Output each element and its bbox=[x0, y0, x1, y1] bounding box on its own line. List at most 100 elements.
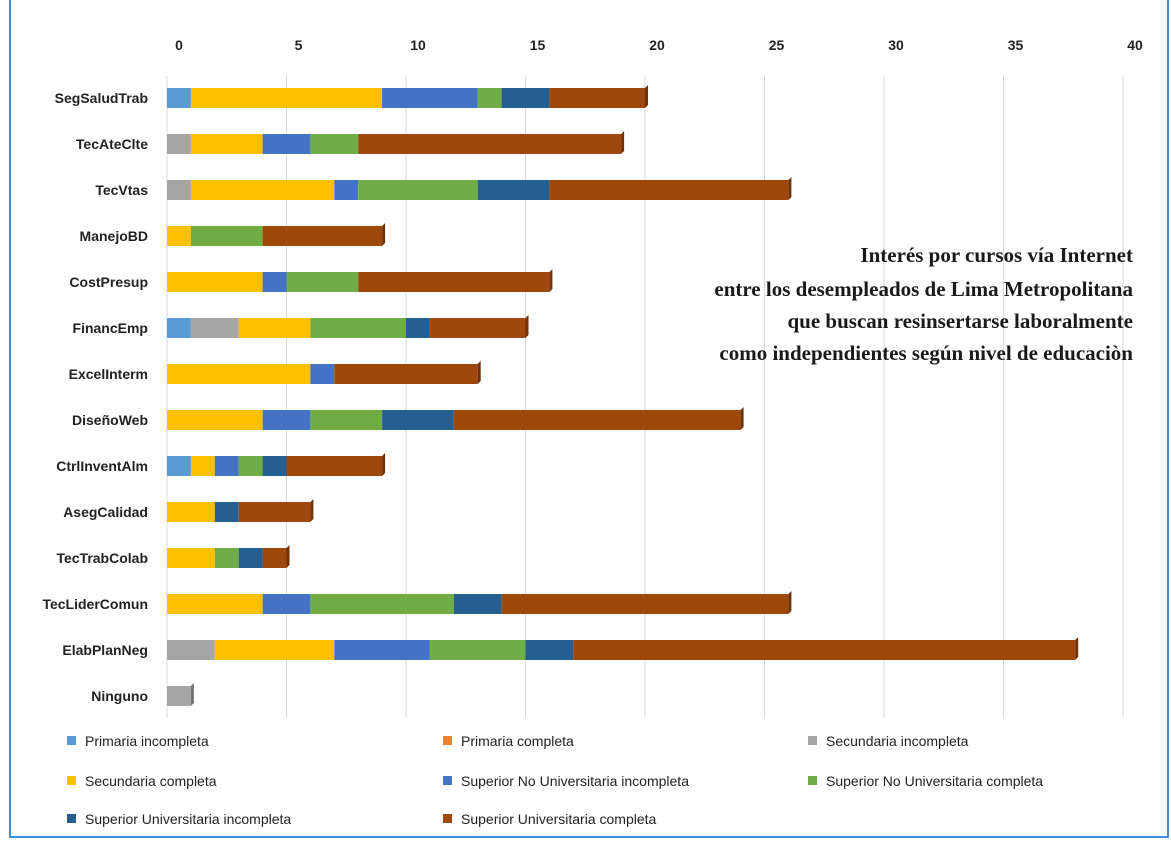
category-label: SegSaludTrab bbox=[55, 90, 148, 106]
category-label: TecTrabColab bbox=[56, 550, 148, 566]
bar-segment bbox=[358, 272, 550, 292]
x-tick-label: 20 bbox=[649, 37, 665, 53]
category-label: ElabPlanNeg bbox=[62, 642, 148, 658]
bar-segment bbox=[310, 364, 335, 384]
bar-segment bbox=[262, 594, 311, 614]
legend-swatch bbox=[443, 814, 452, 823]
bar-segment bbox=[262, 134, 311, 154]
bar-segment bbox=[334, 640, 430, 660]
bar-segment bbox=[310, 410, 383, 430]
x-tick-label: 15 bbox=[530, 37, 546, 53]
legend-swatch bbox=[67, 736, 76, 745]
x-tick-label: 0 bbox=[175, 37, 183, 53]
bar-segment bbox=[429, 318, 526, 338]
bar-end-face bbox=[525, 315, 529, 338]
x-tick-label: 10 bbox=[410, 37, 426, 53]
bars bbox=[167, 85, 1079, 706]
title-line-3: que buscan resinsertarse laboralmente bbox=[787, 309, 1133, 333]
bar-end-face bbox=[382, 223, 386, 246]
bar-segment bbox=[167, 456, 191, 476]
legend-swatch bbox=[443, 736, 452, 745]
bar-segment bbox=[167, 88, 191, 108]
legend-swatch bbox=[443, 776, 452, 785]
bar-segment bbox=[214, 456, 239, 476]
bar-segment bbox=[190, 180, 335, 200]
bar-segment bbox=[167, 640, 215, 660]
bar-segment bbox=[334, 180, 359, 200]
bar-segment bbox=[190, 226, 263, 246]
category-label: CtrlInventAlm bbox=[56, 458, 148, 474]
bar-end-face bbox=[740, 407, 744, 430]
bar-segment bbox=[429, 640, 526, 660]
bar-segment bbox=[525, 640, 574, 660]
bar-segment bbox=[167, 180, 191, 200]
bar-segment bbox=[358, 134, 622, 154]
category-label: TecAteClte bbox=[76, 136, 148, 152]
bar-segment bbox=[286, 272, 359, 292]
category-label: ManejoBD bbox=[80, 228, 148, 244]
bar-segment bbox=[190, 456, 215, 476]
legend-label: Superior No Universitaria incompleta bbox=[461, 773, 689, 789]
bar-segment bbox=[167, 594, 263, 614]
legend-swatch bbox=[808, 776, 817, 785]
bar-segment bbox=[310, 594, 454, 614]
bar-segment bbox=[262, 226, 383, 246]
bar-end-face bbox=[788, 591, 792, 614]
y-axis-categories: SegSaludTrab TecAteClte TecVtas ManejoBD Cos… bbox=[42, 90, 148, 704]
bar-end-face bbox=[382, 453, 386, 476]
bar-segment bbox=[167, 226, 191, 246]
legend-swatch bbox=[67, 776, 76, 785]
x-axis-ticks: 0 5 10 15 20 25 30 35 40 bbox=[175, 37, 1143, 53]
bar-segment bbox=[453, 594, 502, 614]
bar-segment bbox=[214, 502, 239, 522]
legend-label: Secundaria incompleta bbox=[826, 733, 969, 749]
bar-segment bbox=[214, 548, 239, 568]
legend-label: Superior Universitaria completa bbox=[461, 811, 657, 827]
bar-segment bbox=[477, 180, 550, 200]
bar-segment bbox=[238, 502, 311, 522]
bar-segment bbox=[167, 272, 263, 292]
bar-segment bbox=[190, 318, 239, 338]
bar-segment bbox=[190, 88, 383, 108]
bar-segment bbox=[549, 88, 645, 108]
legend-label: Superior Universitaria incompleta bbox=[85, 811, 291, 827]
bar-segment bbox=[238, 548, 263, 568]
x-tick-label: 35 bbox=[1008, 37, 1024, 53]
chart-title: Interés por cursos vía Internet entre lo… bbox=[714, 243, 1133, 365]
x-tick-label: 40 bbox=[1127, 37, 1143, 53]
bar-end-face bbox=[310, 499, 314, 522]
category-label: TecLiderComun bbox=[42, 596, 148, 612]
legend-label: Superior No Universitaria completa bbox=[826, 773, 1043, 789]
bar-segment bbox=[310, 134, 359, 154]
bar-segment bbox=[214, 640, 335, 660]
bar-segment bbox=[167, 410, 263, 430]
category-label: CostPresup bbox=[69, 274, 148, 290]
bar-segment bbox=[549, 180, 789, 200]
title-line-1: Interés por cursos vía Internet bbox=[860, 243, 1133, 267]
bar-segment bbox=[167, 318, 191, 338]
category-label: TecVtas bbox=[95, 182, 148, 198]
bar-segment bbox=[358, 180, 478, 200]
bar-segment bbox=[238, 456, 263, 476]
bar-segment bbox=[262, 456, 287, 476]
bar-end-face bbox=[788, 177, 792, 200]
bar-end-face bbox=[286, 545, 290, 568]
legend: Primaria incompleta Primaria completa Secu… bbox=[67, 733, 1043, 827]
bar-segment bbox=[382, 88, 478, 108]
legend-label: Primaria incompleta bbox=[85, 733, 209, 749]
bar-end-face bbox=[549, 269, 553, 292]
bar-segment bbox=[167, 548, 215, 568]
bar-segment bbox=[453, 410, 741, 430]
legend-swatch bbox=[67, 814, 76, 823]
x-tick-label: 30 bbox=[888, 37, 904, 53]
x-tick-label: 25 bbox=[769, 37, 785, 53]
bar-end-face bbox=[477, 361, 481, 384]
title-line-4: como independientes según nivel de educa… bbox=[719, 341, 1133, 365]
bar-end-face bbox=[645, 85, 648, 108]
bar-segment bbox=[406, 318, 430, 338]
chart-frame bbox=[9, 0, 1169, 838]
bar-segment bbox=[573, 640, 1076, 660]
bar-segment bbox=[501, 88, 550, 108]
bar-segment bbox=[262, 272, 287, 292]
